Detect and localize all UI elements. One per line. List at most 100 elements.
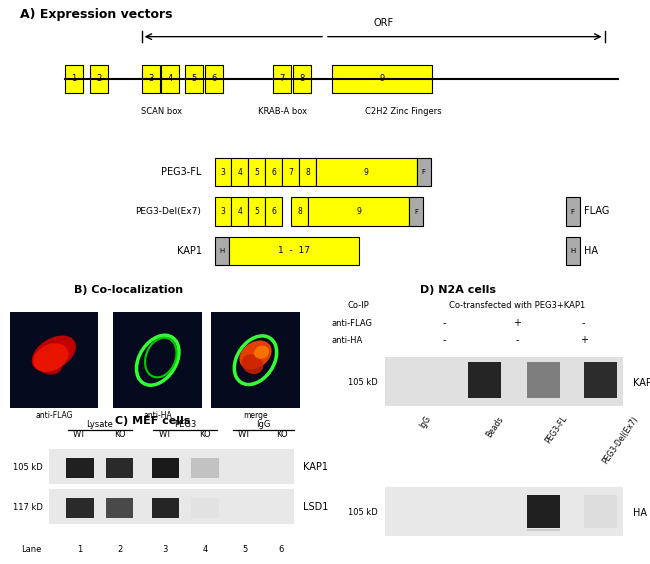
Bar — [113, 312, 202, 408]
Bar — [527, 362, 560, 398]
Text: 4: 4 — [202, 545, 208, 554]
Bar — [385, 356, 623, 406]
Text: 1: 1 — [72, 74, 77, 83]
Bar — [231, 197, 248, 226]
Bar — [566, 237, 580, 265]
Text: 6: 6 — [279, 545, 284, 554]
Text: 4: 4 — [237, 207, 242, 216]
Text: KAP1: KAP1 — [303, 462, 328, 472]
Bar — [191, 498, 219, 518]
Text: 5: 5 — [254, 168, 259, 177]
Bar — [49, 449, 294, 483]
Text: Beads: Beads — [484, 415, 505, 439]
Ellipse shape — [242, 354, 263, 374]
Text: 2: 2 — [117, 545, 122, 554]
Bar — [566, 197, 580, 226]
Text: -: - — [582, 319, 586, 328]
Text: 3: 3 — [162, 545, 168, 554]
Bar — [211, 312, 300, 408]
Bar — [584, 495, 617, 528]
Bar — [10, 312, 98, 408]
Text: +: + — [580, 335, 588, 345]
Text: PEG3-Del(Ex7): PEG3-Del(Ex7) — [601, 415, 640, 465]
Bar — [106, 498, 133, 518]
Bar — [409, 197, 423, 226]
Bar — [66, 498, 94, 518]
Text: PEG3-FL: PEG3-FL — [544, 415, 569, 446]
Bar — [214, 197, 231, 226]
Bar — [584, 362, 617, 398]
Text: anti-FLAG: anti-FLAG — [35, 411, 73, 420]
Bar — [527, 495, 560, 528]
Text: 8: 8 — [299, 74, 304, 83]
Text: F: F — [422, 169, 426, 175]
Text: KO: KO — [114, 430, 125, 439]
Text: Lane: Lane — [21, 545, 41, 554]
Bar — [49, 490, 294, 524]
Bar — [65, 65, 83, 93]
Text: LSD1: LSD1 — [303, 503, 328, 512]
Text: 6: 6 — [211, 74, 216, 83]
Bar — [191, 458, 219, 478]
Text: HA: HA — [584, 246, 598, 256]
Text: C2H2 Zinc Fingers: C2H2 Zinc Fingers — [365, 107, 441, 116]
Text: SCAN box: SCAN box — [140, 107, 182, 116]
Text: F: F — [571, 209, 575, 214]
Bar — [468, 362, 501, 398]
Text: merge: merge — [243, 411, 268, 420]
Text: ORF: ORF — [374, 18, 393, 28]
Text: 6: 6 — [271, 207, 276, 216]
Text: Lysate: Lysate — [86, 420, 113, 429]
Text: 6: 6 — [271, 168, 276, 177]
Bar — [205, 65, 223, 93]
Ellipse shape — [254, 346, 269, 359]
Text: -: - — [515, 335, 519, 345]
Text: 105 kD: 105 kD — [348, 378, 378, 387]
Text: 3: 3 — [148, 74, 153, 83]
Text: 8: 8 — [305, 168, 310, 177]
Text: WT: WT — [73, 430, 86, 439]
Text: WT: WT — [159, 430, 172, 439]
Text: Co-IP: Co-IP — [347, 301, 369, 310]
Bar — [106, 458, 133, 478]
Bar — [273, 65, 291, 93]
Text: D) N2A cells: D) N2A cells — [420, 285, 496, 295]
Text: 117 kD: 117 kD — [13, 503, 43, 512]
Bar — [417, 158, 431, 186]
Text: anti-FLAG: anti-FLAG — [332, 319, 372, 328]
Text: 3: 3 — [220, 168, 226, 177]
Text: 7: 7 — [280, 74, 285, 83]
Bar — [265, 158, 282, 186]
Text: 9: 9 — [364, 168, 369, 177]
Ellipse shape — [52, 340, 74, 359]
Bar — [214, 237, 229, 265]
Text: +: + — [514, 319, 521, 328]
Bar — [292, 65, 311, 93]
Text: 9: 9 — [356, 207, 361, 216]
Text: IgG: IgG — [418, 415, 433, 430]
Bar — [282, 158, 299, 186]
Text: 3: 3 — [220, 207, 226, 216]
Text: -: - — [443, 319, 446, 328]
Bar — [161, 65, 179, 93]
Text: 4: 4 — [237, 168, 242, 177]
Text: KRAB-A box: KRAB-A box — [258, 107, 307, 116]
Text: WT: WT — [238, 430, 252, 439]
Text: KAP1: KAP1 — [633, 378, 650, 388]
Bar — [231, 158, 248, 186]
Text: 5: 5 — [254, 207, 259, 216]
Text: H: H — [219, 248, 224, 254]
Text: 105 kD: 105 kD — [14, 462, 43, 472]
Text: KAP1: KAP1 — [177, 246, 202, 256]
Text: F: F — [414, 209, 418, 214]
Text: FLAG: FLAG — [584, 206, 609, 217]
Text: PEG3-Del(Ex7): PEG3-Del(Ex7) — [136, 207, 202, 216]
Ellipse shape — [239, 341, 272, 369]
Bar — [291, 197, 308, 226]
Text: 5: 5 — [192, 74, 197, 83]
Bar — [90, 65, 108, 93]
Text: anti-HA: anti-HA — [144, 411, 172, 420]
Bar — [229, 237, 359, 265]
Bar — [527, 530, 560, 531]
Ellipse shape — [32, 336, 76, 372]
